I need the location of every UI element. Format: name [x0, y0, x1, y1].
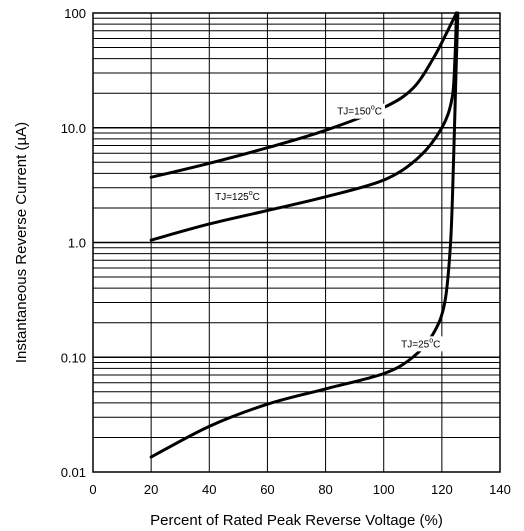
- grid: [93, 13, 500, 472]
- x-axis-label: Percent of Rated Peak Reverse Voltage (%…: [150, 512, 443, 529]
- x-tick-labels: 0 20 40 60 80 100 120 140: [89, 482, 510, 497]
- y-tick-labels: 0.01 0.10 1.0 10.0 100: [61, 6, 86, 480]
- series-label-0: TJ=150oC: [337, 105, 382, 118]
- x-tick-label: 0: [89, 482, 96, 497]
- annotation-background: [212, 188, 263, 204]
- series-line-2: [149, 11, 460, 459]
- series-annotations: TJ=150oC TJ=125oC TJ=25oC: [212, 103, 444, 352]
- y-axis-label: Instantaneous Reverse Current (µA): [13, 122, 30, 363]
- annotation-background: [398, 336, 444, 352]
- series-annotation-1: TJ=125oC: [212, 188, 263, 204]
- x-tick-label: 140: [489, 482, 511, 497]
- x-tick-label: 20: [144, 482, 158, 497]
- y-tick-label: 1.0: [68, 236, 86, 251]
- series-line-1: [149, 11, 458, 242]
- plot-frame: [92, 12, 501, 473]
- annotation-background: [334, 103, 385, 119]
- x-tick-label: 80: [318, 482, 332, 497]
- y-tick-label: 0.10: [61, 350, 86, 365]
- x-tick-label: 60: [260, 482, 274, 497]
- y-tick-label: 10.0: [61, 121, 86, 136]
- x-tick-label: 40: [202, 482, 216, 497]
- series-label-1: TJ=125oC: [215, 190, 260, 203]
- y-tick-label: 0.01: [61, 465, 86, 480]
- x-tick-label: 100: [373, 482, 395, 497]
- series-group: [149, 11, 460, 459]
- series-label-2: TJ=25oC: [401, 337, 440, 350]
- x-tick-label: 120: [431, 482, 453, 497]
- series-annotation-0: TJ=150oC: [334, 103, 385, 119]
- series-line-0: [149, 11, 458, 179]
- series-annotation-2: TJ=25oC: [398, 336, 444, 352]
- y-tick-label: 100: [64, 6, 86, 21]
